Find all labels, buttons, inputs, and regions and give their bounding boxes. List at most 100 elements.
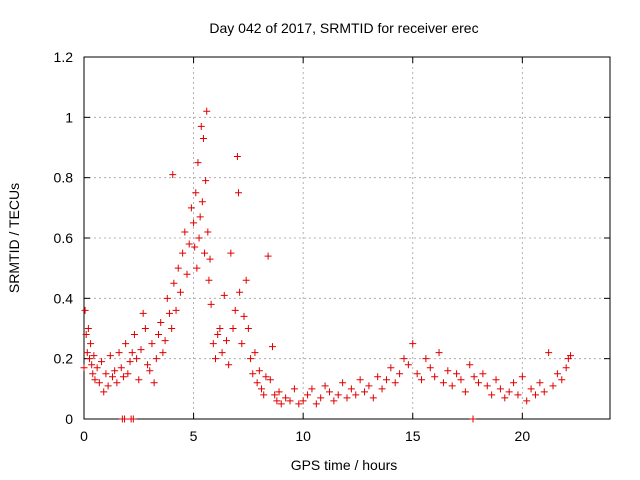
data-point (325, 388, 333, 396)
data-point (242, 276, 250, 284)
data-point (236, 288, 244, 296)
data-point (227, 249, 235, 257)
data-point (255, 367, 263, 375)
data-point (527, 385, 535, 393)
data-point (321, 382, 329, 390)
data-point (187, 204, 195, 212)
data-point (231, 306, 239, 314)
x-tick-label: 5 (190, 428, 198, 444)
data-point (334, 391, 342, 399)
data-point (174, 264, 182, 272)
data-point (115, 349, 123, 357)
data-point (466, 361, 474, 369)
data-point (483, 382, 491, 390)
data-point (244, 325, 252, 332)
data-point (268, 343, 276, 351)
data-point (286, 397, 294, 405)
data-point (108, 373, 116, 381)
data-point (212, 355, 219, 363)
data-point (492, 376, 500, 384)
data-point (378, 385, 386, 393)
data-point (157, 318, 165, 326)
data-point (191, 243, 199, 251)
data-point (271, 391, 279, 399)
data-point (201, 249, 209, 257)
data-point (273, 397, 281, 405)
data-point (225, 361, 233, 369)
data-point (216, 325, 224, 332)
data-point (148, 340, 156, 348)
data-point (496, 385, 504, 393)
data-point (152, 355, 160, 363)
data-point (161, 337, 169, 345)
data-point (95, 379, 103, 387)
data-point (249, 370, 257, 378)
data-point (91, 376, 99, 384)
data-point (133, 355, 141, 363)
data-point (199, 134, 207, 142)
data-point (183, 270, 191, 278)
data-point (146, 367, 154, 375)
data-point (461, 388, 469, 396)
data-point (409, 340, 417, 348)
grid (84, 57, 610, 419)
data-point (275, 388, 283, 396)
data-point (418, 376, 426, 384)
data-point (205, 276, 213, 284)
data-point (470, 373, 478, 381)
data-point (404, 361, 412, 369)
data-point (444, 367, 452, 375)
data-point (197, 122, 205, 130)
data-point (365, 382, 373, 390)
data-point (207, 300, 215, 308)
data-point (129, 415, 137, 423)
data-point (562, 364, 570, 372)
data-point (235, 189, 243, 197)
y-tick-label: 0 (65, 411, 73, 427)
data-point (104, 382, 112, 390)
data-point (258, 385, 266, 393)
data-point (233, 153, 241, 161)
y-tick-label: 1.2 (54, 49, 74, 65)
y-tick-label: 0.6 (54, 230, 74, 246)
data-point (218, 349, 226, 357)
data-point (369, 394, 377, 402)
data-point (150, 379, 158, 387)
data-point (192, 189, 200, 197)
data-point (83, 349, 91, 357)
data-point (479, 370, 487, 378)
data-point (179, 249, 187, 257)
data-point (431, 373, 439, 381)
data-point (453, 370, 461, 378)
data-point (155, 331, 163, 339)
data-point (176, 288, 184, 296)
data-point (168, 325, 176, 332)
data-point (501, 394, 509, 402)
data-point (339, 379, 347, 387)
data-point (308, 385, 316, 393)
data-point (135, 376, 143, 384)
data-point (229, 325, 237, 332)
data-point (531, 391, 539, 399)
data-point (290, 385, 298, 393)
x-tick-label: 20 (515, 428, 531, 444)
data-point (190, 219, 198, 227)
data-point (170, 279, 178, 287)
data-point (159, 349, 167, 357)
plot-frame (83, 56, 611, 420)
data-point (165, 309, 173, 317)
data-point (194, 159, 202, 167)
data-point (222, 337, 230, 345)
data-point (111, 367, 119, 375)
data-point (312, 400, 320, 408)
data-point (540, 388, 548, 396)
data-point (121, 415, 129, 423)
data-point (299, 397, 307, 405)
data-point (413, 370, 421, 378)
data-point (126, 358, 134, 366)
data-point (240, 312, 248, 320)
data-point (119, 373, 127, 381)
data-point (304, 391, 312, 399)
data-point (81, 306, 89, 314)
data-point (144, 361, 152, 369)
